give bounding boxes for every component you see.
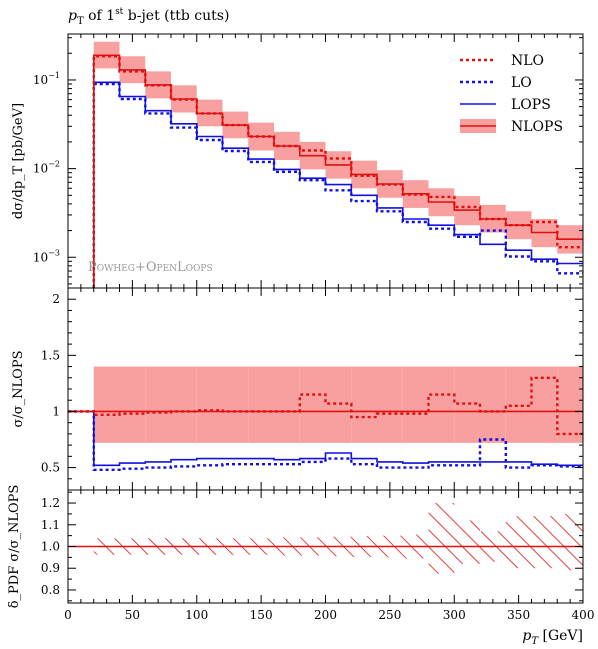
series-nlops-main <box>93 54 583 288</box>
nlops-band-bin <box>274 366 300 443</box>
nlops-band-bin <box>480 366 506 443</box>
x-tick-label: 300 <box>443 608 466 622</box>
y-tick-label: 0.5 <box>41 461 60 475</box>
y-tick-label: 10−1 <box>33 71 60 87</box>
pdf-band-bin <box>454 520 480 564</box>
nlops-band-bin <box>196 366 223 443</box>
series-lo-main <box>92 82 583 288</box>
legend-label: NLO <box>511 53 544 69</box>
panel-ratio <box>68 366 583 471</box>
y-tick-label: 1.0 <box>41 540 60 554</box>
pdf-band-bin <box>531 516 558 569</box>
series-lops-ratio <box>68 410 583 467</box>
y-tick-label: 0.8 <box>41 583 60 597</box>
x-tick-label: 0 <box>64 608 72 622</box>
nlops-band-bin <box>557 366 583 443</box>
y-axis-label-pdf: δ_PDF σ/σ_NLOPS <box>7 485 22 609</box>
watermark-label: Powheg+OpenLoops <box>88 260 213 275</box>
x-axis-label: pT [GeV] <box>522 628 583 647</box>
x-tick-label: 100 <box>185 608 208 622</box>
nlops-band-bin <box>171 366 197 443</box>
y-tick-label: 10−2 <box>33 160 60 176</box>
series-lo-ratio <box>68 410 583 471</box>
panel-main <box>92 41 583 288</box>
pdf-band-bin <box>557 513 583 571</box>
nlops-band-bin <box>402 366 429 443</box>
x-tick-label: 400 <box>572 608 595 622</box>
y-axis-label-ratio: σ/σ_NLOPS <box>11 351 26 428</box>
y-tick-label: 1 <box>52 404 60 418</box>
nlops-band-bin <box>93 366 120 443</box>
nlops-band-bin <box>377 366 403 443</box>
x-tick-label: 150 <box>250 608 273 622</box>
y-tick-label: 10−3 <box>33 248 60 264</box>
pdf-band-bin <box>428 503 455 574</box>
chart-title: pT of 1st b-jet (ttb cuts) <box>68 7 229 27</box>
panel-pdf <box>68 503 583 574</box>
nlops-band-bin <box>428 366 455 443</box>
nlops-band-bin <box>119 366 146 443</box>
y-tick-label: 2 <box>52 292 60 306</box>
x-tick-label: 250 <box>378 608 401 622</box>
x-tick-label: 200 <box>314 608 337 622</box>
nlops-band-bin <box>222 366 249 443</box>
x-tick-label: 50 <box>125 608 140 622</box>
y-tick-label: 0.9 <box>41 561 60 575</box>
nlops-band-bin <box>531 366 558 443</box>
nlops-band-bin <box>351 366 377 443</box>
nlops-band-bin <box>299 366 326 443</box>
legend: NLO LO LOPS NLOPS <box>460 53 563 135</box>
x-tick-label: 350 <box>507 608 530 622</box>
y-axis-label-main: dσ/dp_T [pb/GeV] <box>11 103 26 219</box>
nlops-band-bin <box>145 366 171 443</box>
pdf-band-bin <box>505 516 532 569</box>
y-tick-label: 1.2 <box>41 496 60 510</box>
y-tick-label: 1.5 <box>41 348 60 362</box>
legend-label: LOPS <box>511 97 551 113</box>
legend-label: LO <box>511 75 532 91</box>
legend-label: NLOPS <box>511 119 563 135</box>
nlops-band-bin <box>248 366 274 443</box>
y-tick-label: 1.1 <box>41 518 60 532</box>
